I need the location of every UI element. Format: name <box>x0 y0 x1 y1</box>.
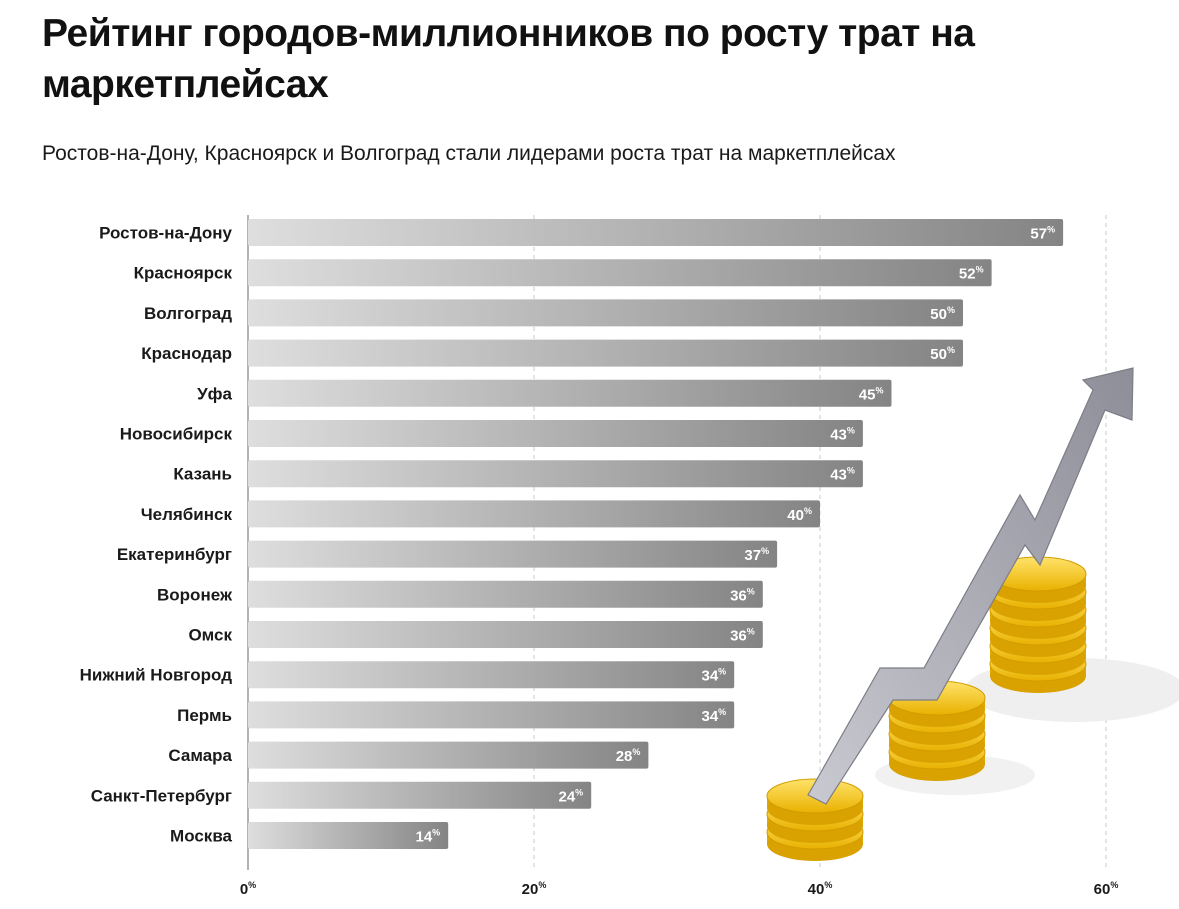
bar <box>248 299 963 327</box>
bar <box>248 621 763 648</box>
bar <box>248 259 992 287</box>
category-label: Красноярск <box>134 264 233 283</box>
x-tick-label: 60% <box>1094 880 1119 898</box>
bar <box>248 701 735 729</box>
bar <box>248 540 778 568</box>
category-label: Нижний Новгород <box>80 666 233 685</box>
category-label: Москва <box>170 827 233 846</box>
category-label: Волгоград <box>144 304 232 323</box>
category-label: Челябинск <box>141 505 233 524</box>
x-tick-label: 20% <box>522 880 547 898</box>
bar <box>248 741 649 769</box>
bar <box>248 580 763 608</box>
category-label: Санкт-Петербург <box>91 786 232 805</box>
bar <box>248 661 735 689</box>
bar <box>248 781 592 809</box>
coin-icon <box>989 556 1087 603</box>
bar <box>248 219 1064 246</box>
chart-subtitle: Ростов-на-Дону, Красноярск и Волгоград с… <box>42 142 896 165</box>
bar <box>248 339 963 367</box>
x-tick-label: 40% <box>808 880 833 898</box>
category-label: Уфа <box>197 384 232 403</box>
category-label: Новосибирск <box>120 425 233 444</box>
category-label: Воронеж <box>157 585 233 604</box>
coin-icon <box>766 778 864 825</box>
x-tick-label: 0% <box>240 880 256 898</box>
category-label: Пермь <box>177 706 232 725</box>
bar <box>248 460 863 488</box>
category-label: Екатеринбург <box>117 545 232 564</box>
bar <box>248 379 892 407</box>
x-axis-ticks: 0% 20% 40% 60% <box>240 880 1119 898</box>
category-label: Самара <box>168 746 232 765</box>
category-label: Ростов-на-Дону <box>99 224 232 243</box>
bars: Ростов-на-Дону 57%Красноярск 52%Волгоград 5… <box>80 219 1064 849</box>
category-label: Казань <box>173 465 232 484</box>
category-label: Краснодар <box>141 344 232 363</box>
bar <box>248 420 863 447</box>
bar <box>248 822 449 849</box>
chart-title: Рейтинг городов-миллионников по росту тр… <box>42 12 975 106</box>
category-label: Омск <box>188 626 232 645</box>
growth-arrow-icon <box>807 367 1134 805</box>
growth-illustration <box>766 367 1179 861</box>
bar <box>248 500 820 528</box>
